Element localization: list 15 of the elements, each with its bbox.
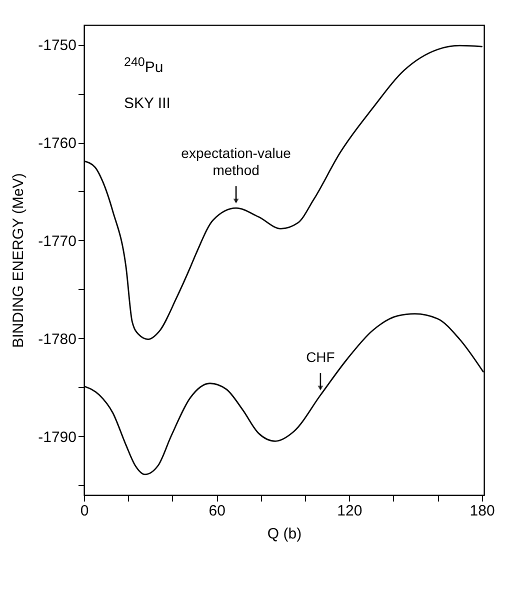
x-tick-label: 120 (337, 502, 362, 520)
y-tick-label: -1770 (38, 232, 76, 250)
annotation: SKY III (124, 95, 170, 112)
y-tick-label: -1760 (38, 135, 76, 152)
y-axis-title: BINDING ENERGY (MeV) (10, 173, 28, 348)
annotation: CHF (306, 349, 335, 366)
y-tick-label: -1790 (38, 428, 76, 446)
annotation: $^{240}$Pu (124, 55, 164, 76)
y-tick-label: -1750 (38, 37, 76, 54)
annotation: expectation-value method (181, 145, 292, 178)
x-tick-label: 0 (80, 502, 89, 520)
x-axis-title: Q (b) (267, 526, 302, 542)
y-tick-label: -1780 (38, 330, 76, 348)
x-tick-label: 60 (208, 502, 226, 520)
x-tick-label: 180 (470, 502, 495, 520)
